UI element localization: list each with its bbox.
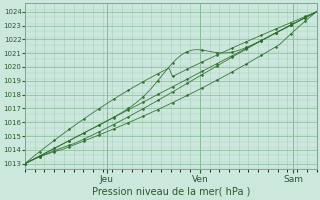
X-axis label: Pression niveau de la mer( hPa ): Pression niveau de la mer( hPa ) bbox=[92, 187, 250, 197]
